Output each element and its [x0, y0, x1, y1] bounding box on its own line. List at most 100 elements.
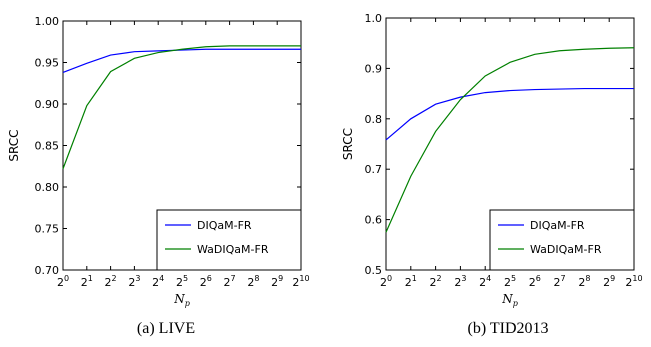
- x-tick-label: 26: [529, 274, 541, 289]
- x-tick-exponent: 1: [88, 274, 93, 283]
- x-tick-label: 28: [578, 274, 590, 289]
- y-axis-label: SRCC: [7, 129, 21, 161]
- x-tick-label: 23: [128, 274, 140, 289]
- x-tick-exponent: 5: [183, 274, 188, 283]
- x-tick-exponent: 1: [412, 274, 417, 283]
- x-tick-exponent: 9: [278, 274, 283, 283]
- x-tick-label: 27: [554, 274, 566, 289]
- y-tick-label: 0.7: [365, 163, 383, 176]
- legend-box: [489, 209, 635, 271]
- y-tick-label: 0.70: [35, 264, 60, 277]
- x-tick-exponent: 10: [299, 274, 309, 283]
- panel-caption: (b) TID2013: [467, 320, 548, 337]
- x-tick-exponent: 6: [207, 274, 212, 283]
- x-tick-exponent: 5: [511, 274, 516, 283]
- x-tick-exponent: 3: [461, 274, 466, 283]
- x-tick-base: 2: [247, 276, 254, 289]
- x-tick-label: 27: [224, 274, 236, 289]
- x-tick-base: 2: [105, 276, 112, 289]
- x-tick-exponent: 2: [112, 274, 117, 283]
- series-line-diqam-fr: [62, 48, 301, 74]
- x-axis-label-sub: p: [185, 299, 190, 308]
- legend-box: [156, 209, 302, 271]
- x-tick-exponent: 0: [64, 274, 69, 283]
- x-tick-label: 24: [152, 274, 164, 289]
- x-tick-base: 2: [271, 276, 278, 289]
- series-line-diqam-fr: [385, 87, 634, 141]
- x-tick-exponent: 8: [254, 274, 259, 283]
- x-tick-label: 21: [405, 274, 417, 289]
- x-tick-base: 2: [81, 276, 88, 289]
- x-tick-base: 2: [128, 276, 135, 289]
- x-tick-base: 2: [200, 276, 207, 289]
- x-tick-label: 25: [504, 274, 516, 289]
- x-tick-base: 2: [578, 276, 585, 289]
- y-tick-label: 0.85: [35, 140, 60, 153]
- x-tick-base: 2: [504, 276, 511, 289]
- x-tick-base: 2: [479, 276, 486, 289]
- y-tick-label: 0.8: [365, 113, 383, 126]
- series-line-wadiqam-fr: [385, 47, 635, 233]
- legend: DIQaM-FR WaDIQaM-FR: [489, 209, 635, 271]
- x-tick-label: 26: [200, 274, 212, 289]
- x-tick-label: 28: [247, 274, 259, 289]
- x-tick-base: 2: [405, 276, 412, 289]
- x-tick-label: 210: [292, 274, 309, 289]
- x-axis-label-main: N: [173, 292, 185, 306]
- x-tick-base: 2: [625, 276, 632, 289]
- x-tick-exponent: 7: [561, 274, 566, 283]
- x-tick-base: 2: [57, 276, 64, 289]
- legend-label: DIQaM-FR: [530, 219, 585, 232]
- x-tick-exponent: 3: [135, 274, 140, 283]
- x-tick-label: 210: [625, 274, 642, 289]
- x-tick-base: 2: [292, 276, 299, 289]
- y-tick-label: 0.5: [365, 264, 383, 277]
- y-tick-label: 0.80: [35, 181, 60, 194]
- x-axis-label-main: N: [501, 292, 513, 306]
- x-tick-exponent: 6: [536, 274, 541, 283]
- x-tick-label: 29: [271, 274, 283, 289]
- x-tick-exponent: 2: [437, 274, 442, 283]
- y-tick-label: 1.0: [365, 12, 383, 25]
- x-axis-label-sub: p: [513, 299, 518, 308]
- x-tick-exponent: 10: [632, 274, 642, 283]
- x-tick-label: 22: [430, 274, 442, 289]
- x-tick-base: 2: [554, 276, 561, 289]
- y-tick-label: 0.6: [365, 214, 383, 227]
- x-tick-base: 2: [430, 276, 437, 289]
- x-tick-exponent: 4: [486, 274, 491, 283]
- x-tick-label: 29: [603, 274, 615, 289]
- y-tick-label: 0.95: [35, 57, 60, 70]
- x-tick-label: 21: [81, 274, 93, 289]
- y-tick-label: 0.90: [35, 98, 60, 111]
- x-tick-label: 25: [176, 274, 188, 289]
- x-tick-exponent: 9: [610, 274, 615, 283]
- x-tick-label: 20: [380, 274, 392, 289]
- panel-2: 0.50.60.70.80.91.020 21 22 23 24 25 26 27 28 29 21…: [341, 12, 643, 337]
- y-tick-label: 1.00: [35, 15, 60, 28]
- legend-label: WaDIQaM-FR: [530, 243, 602, 256]
- series-line-wadiqam-fr: [62, 45, 301, 169]
- legend: DIQaM-FR WaDIQaM-FR: [156, 209, 302, 271]
- x-tick-base: 2: [224, 276, 231, 289]
- x-tick-base: 2: [380, 276, 387, 289]
- x-axis-label: Np: [501, 292, 518, 308]
- legend-label: DIQaM-FR: [197, 219, 252, 232]
- x-tick-exponent: 7: [231, 274, 236, 283]
- x-axis-label: Np: [173, 292, 190, 308]
- y-tick-label: 0.75: [35, 223, 60, 236]
- x-tick-exponent: 4: [159, 274, 164, 283]
- x-tick-base: 2: [152, 276, 159, 289]
- x-tick-label: 24: [479, 274, 491, 289]
- x-tick-label: 20: [57, 274, 69, 289]
- x-tick-base: 2: [603, 276, 610, 289]
- y-axis-label: SRCC: [341, 128, 355, 160]
- y-tick-label: 0.9: [365, 62, 383, 75]
- x-tick-base: 2: [454, 276, 461, 289]
- x-tick-base: 2: [529, 276, 536, 289]
- x-tick-label: 22: [105, 274, 117, 289]
- x-tick-exponent: 0: [387, 274, 392, 283]
- panel-caption: (a) LIVE: [137, 320, 195, 337]
